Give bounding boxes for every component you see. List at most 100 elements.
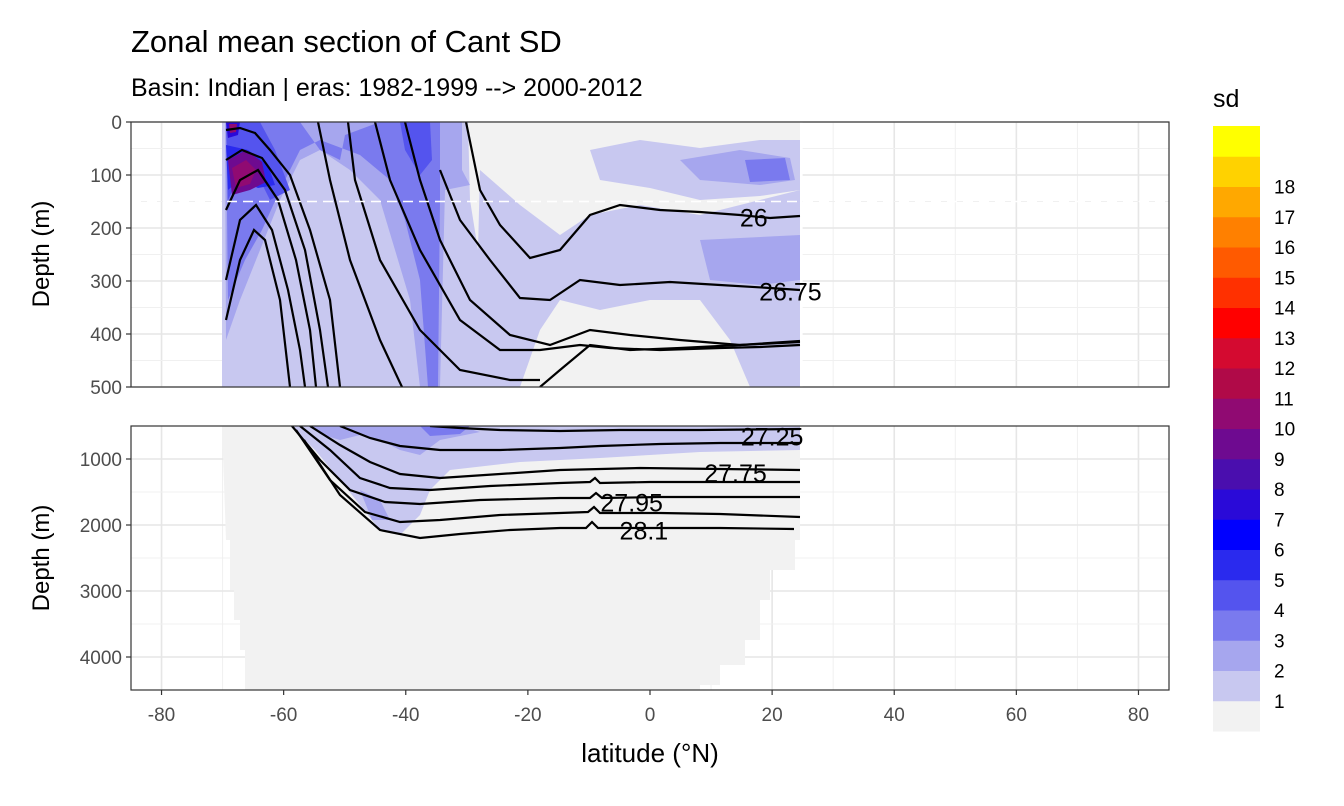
legend-label: 1: [1274, 692, 1285, 713]
upper-field: [131, 122, 1169, 387]
y-tick-label: 4000: [80, 648, 122, 669]
x-tick-label: 0: [645, 705, 656, 726]
lower-y-ticks: 1000 2000 3000 4000: [80, 450, 131, 669]
y-axis-label-upper: Depth (m): [28, 201, 55, 308]
contour-label: 27.75: [704, 460, 767, 488]
chart-title: Zonal mean section of Cant SD: [131, 24, 562, 59]
legend-swatch: [1213, 186, 1260, 218]
legend-swatch: [1213, 670, 1260, 702]
contour-label: 28.1: [620, 517, 669, 545]
legend-label: 10: [1274, 420, 1295, 441]
contour-27-25: [429, 426, 801, 433]
legend-swatch: [1213, 640, 1260, 671]
legend-label: 7: [1274, 510, 1285, 531]
x-axis-ticks: -80 -60 -40 -20 0 20 40 60 80: [148, 690, 1149, 726]
legend-swatch: [1213, 428, 1260, 460]
legend-swatch: [1213, 579, 1260, 611]
upper-panel: 0 100 200 300 400 500: [90, 113, 1170, 399]
y-tick-label: 2000: [80, 516, 122, 537]
legend-swatch: [1213, 247, 1260, 278]
legend-swatch: [1213, 398, 1260, 429]
lower-sd-level-2-b: [360, 490, 390, 520]
y-tick-label: 0: [111, 113, 122, 134]
upper-y-ticks: 0 100 200 300 400 500: [90, 113, 131, 399]
contour-label: 27.25: [741, 424, 804, 452]
legend-label: 13: [1274, 329, 1295, 350]
x-tick-label: 80: [1128, 705, 1149, 726]
chart-subtitle: Basin: Indian | eras: 1982-1999 --> 2000…: [131, 74, 643, 102]
contour-low-5: [224, 228, 292, 387]
legend-label: 5: [1274, 571, 1285, 592]
legend-label: 12: [1274, 359, 1295, 380]
legend-label: 9: [1274, 450, 1285, 471]
contour-27-75: [309, 426, 801, 480]
legend-swatch: [1213, 700, 1260, 732]
x-axis-label: latitude (°N): [581, 738, 719, 768]
legend-label: 16: [1274, 238, 1295, 259]
legend-label: 17: [1274, 208, 1295, 229]
contour-26: [464, 122, 801, 260]
contour-28: [295, 429, 801, 524]
legend-swatch: [1213, 458, 1260, 490]
upper-sd-level-2-c: [700, 235, 800, 285]
legend-swatch: [1213, 610, 1260, 641]
y-tick-label: 100: [90, 166, 122, 187]
contour-low-1: [225, 126, 342, 387]
y-tick-label: 500: [90, 378, 122, 399]
contour-label: 26.75: [759, 279, 822, 307]
contour-27-15: [316, 122, 403, 387]
x-tick-label: -40: [392, 705, 419, 726]
upper-sd-level-1-b: [478, 170, 800, 387]
contour-label: 27.95: [600, 490, 663, 518]
contour-26-4: [438, 169, 801, 302]
legend-swatch: [1213, 519, 1260, 550]
contour-low-2: [225, 148, 330, 387]
x-tick-label: -60: [270, 705, 297, 726]
y-axis-label-lower: Depth (m): [28, 505, 55, 612]
upper-sd-level-9: [232, 160, 256, 188]
legend-swatch: [1213, 307, 1260, 339]
legend-label: 8: [1274, 480, 1285, 501]
legend-label: 14: [1274, 299, 1296, 320]
legend-swatch: [1213, 277, 1260, 308]
legend-swatch: [1213, 549, 1260, 581]
x-tick-label: 20: [762, 705, 783, 726]
contour-label: 26: [740, 204, 768, 232]
x-tick-label: -20: [514, 705, 541, 726]
legend-swatch: [1213, 126, 1260, 157]
contour-27-85: [299, 426, 800, 492]
y-tick-label: 3000: [80, 582, 122, 603]
contour-27: [373, 122, 801, 352]
upper-sd-level-3-b: [745, 158, 790, 182]
x-tick-label: -80: [148, 705, 175, 726]
legend-label: 18: [1274, 178, 1295, 199]
legend-label: 11: [1274, 389, 1294, 410]
legend-label: 6: [1274, 541, 1285, 562]
contour-27-5: [339, 426, 800, 452]
upper-grid-over: [802, 122, 1169, 387]
x-tick-label: 40: [884, 705, 905, 726]
legend-title: sd: [1213, 85, 1239, 113]
legend-label: 15: [1274, 268, 1295, 289]
contour-26-75-east: [539, 339, 801, 387]
contour-27-95: [291, 426, 800, 506]
legend-label: 3: [1274, 631, 1285, 652]
contour-low-4: [224, 203, 307, 387]
legend-swatch: [1213, 216, 1260, 248]
contour-low-3: [225, 168, 318, 387]
legend-label: 2: [1274, 662, 1285, 683]
contour-27-1: [346, 122, 540, 382]
lower-contours: [291, 426, 801, 540]
y-tick-label: 300: [90, 272, 122, 293]
x-tick-label: 60: [1006, 705, 1027, 726]
legend-swatch: [1213, 368, 1260, 399]
lower-field: [222, 426, 801, 690]
y-tick-label: 200: [90, 219, 122, 240]
y-tick-label: 1000: [80, 450, 122, 471]
contour-26-75: [403, 122, 801, 347]
y-tick-label: 400: [90, 325, 122, 346]
